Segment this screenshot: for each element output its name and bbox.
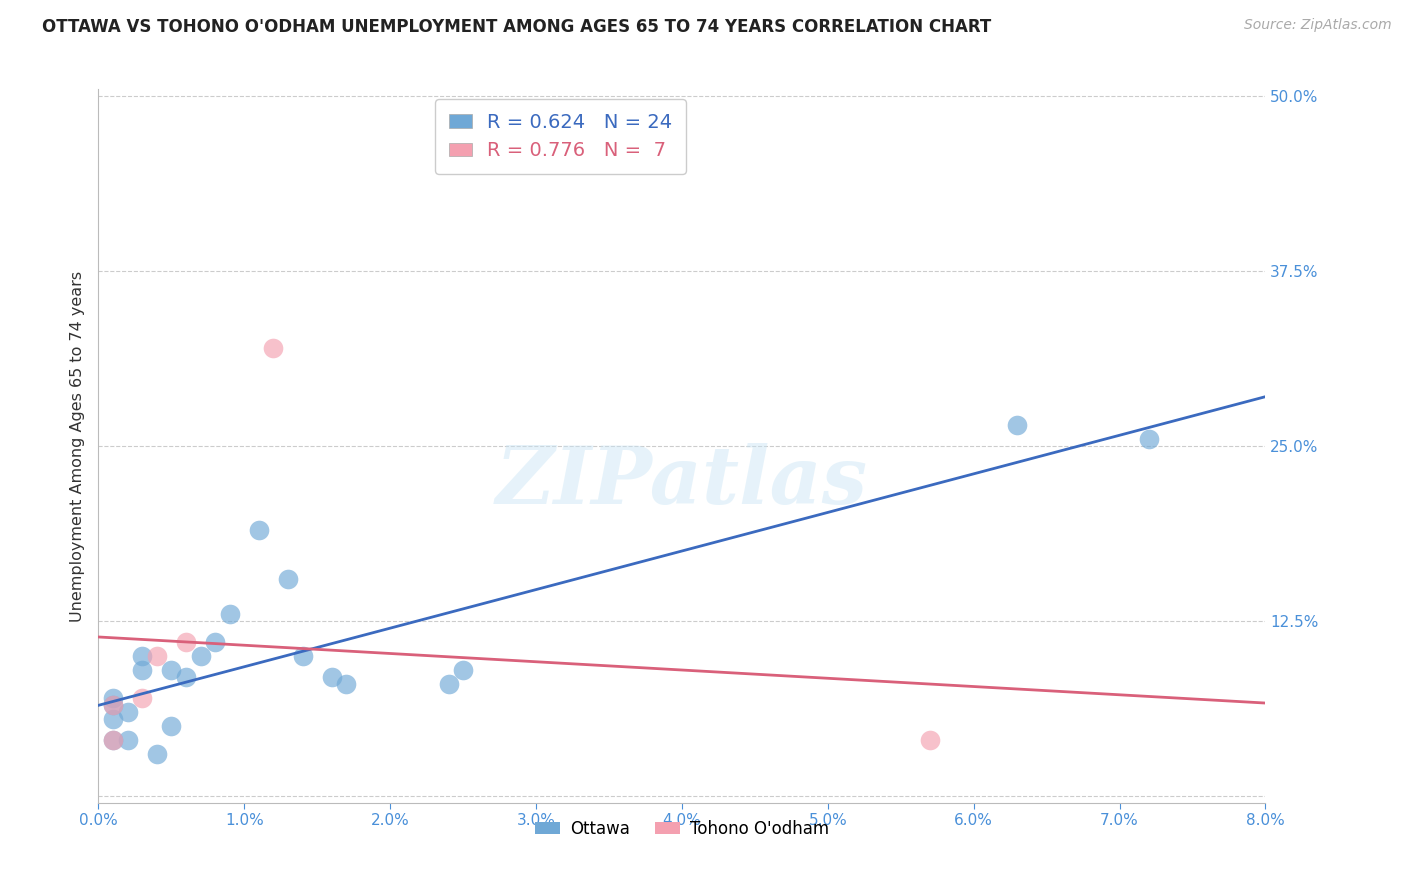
Point <box>131 648 153 663</box>
Point <box>131 663 153 677</box>
Point <box>451 663 474 677</box>
Text: Source: ZipAtlas.com: Source: ZipAtlas.com <box>1244 18 1392 32</box>
Point <box>335 677 357 691</box>
Point <box>117 705 139 719</box>
Point <box>1007 417 1029 432</box>
Point <box>247 523 270 537</box>
Point <box>101 690 124 705</box>
Point <box>291 648 314 663</box>
Point <box>1137 432 1160 446</box>
Text: ZIPatlas: ZIPatlas <box>496 443 868 520</box>
Point <box>190 648 212 663</box>
Point <box>146 747 169 761</box>
Point <box>174 670 197 684</box>
Point <box>101 732 124 747</box>
Point <box>174 635 197 649</box>
Point <box>160 663 183 677</box>
Point <box>321 670 343 684</box>
Point <box>101 698 124 712</box>
Text: OTTAWA VS TOHONO O'ODHAM UNEMPLOYMENT AMONG AGES 65 TO 74 YEARS CORRELATION CHAR: OTTAWA VS TOHONO O'ODHAM UNEMPLOYMENT AM… <box>42 18 991 36</box>
Point <box>146 648 169 663</box>
Point <box>101 712 124 726</box>
Point <box>117 732 139 747</box>
Point <box>101 732 124 747</box>
Point <box>204 635 226 649</box>
Point <box>101 698 124 712</box>
Point <box>131 690 153 705</box>
Point <box>277 572 299 586</box>
Point <box>437 677 460 691</box>
Point <box>218 607 240 621</box>
Point <box>918 732 941 747</box>
Point <box>262 341 284 355</box>
Point <box>160 719 183 733</box>
Legend: Ottawa, Tohono O'odham: Ottawa, Tohono O'odham <box>529 814 835 845</box>
Y-axis label: Unemployment Among Ages 65 to 74 years: Unemployment Among Ages 65 to 74 years <box>69 270 84 622</box>
